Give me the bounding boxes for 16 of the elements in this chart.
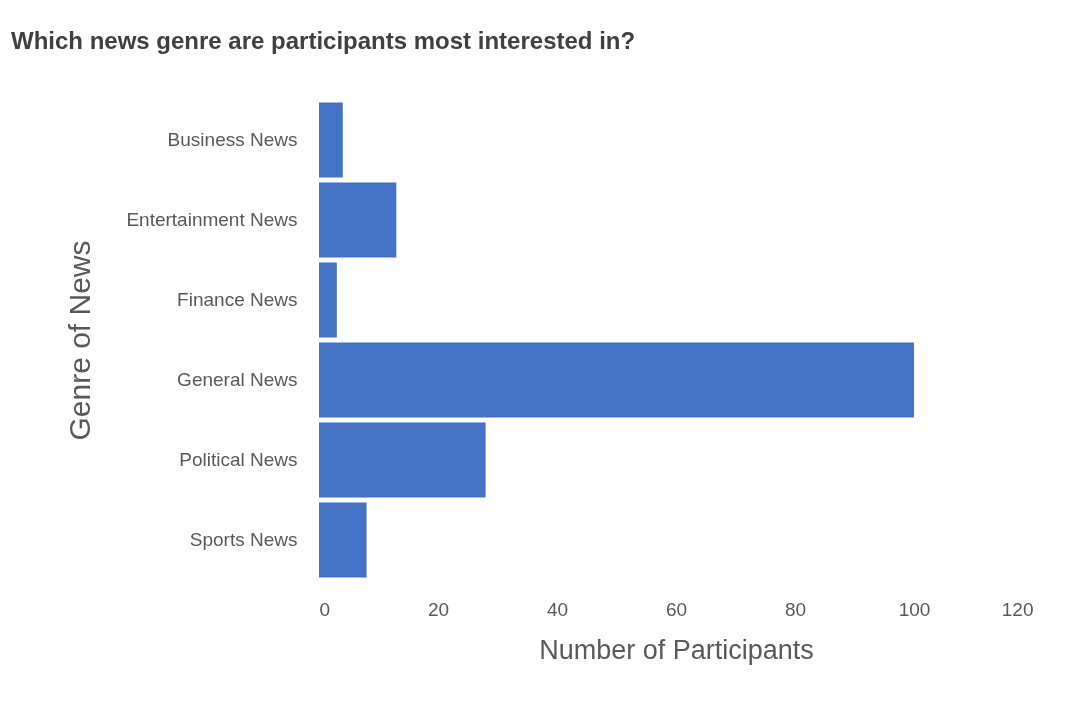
y-tick-label: Entertainment News xyxy=(126,209,298,230)
y-tick-label: Political News xyxy=(179,449,298,470)
chart-title: Which news genre are participants most interested in? xyxy=(11,27,636,54)
x-axis-title: Number of Participants xyxy=(539,634,814,665)
x-tick-label: 40 xyxy=(546,598,569,620)
x-tick-label: 100 xyxy=(898,598,931,620)
x-tick-label: 120 xyxy=(1001,598,1034,620)
y-tick-label: General News xyxy=(177,369,298,390)
y-tick-label: Finance News xyxy=(177,289,298,310)
x-tick-label: 80 xyxy=(784,598,807,620)
x-tick-label: 60 xyxy=(665,598,688,620)
x-tick-label: 0 xyxy=(319,598,331,620)
y-tick-label: Sports News xyxy=(189,529,298,550)
y-tick-label: Business News xyxy=(167,129,298,150)
x-tick-label: 20 xyxy=(427,598,450,620)
y-axis-title: Genre of News xyxy=(63,240,97,441)
